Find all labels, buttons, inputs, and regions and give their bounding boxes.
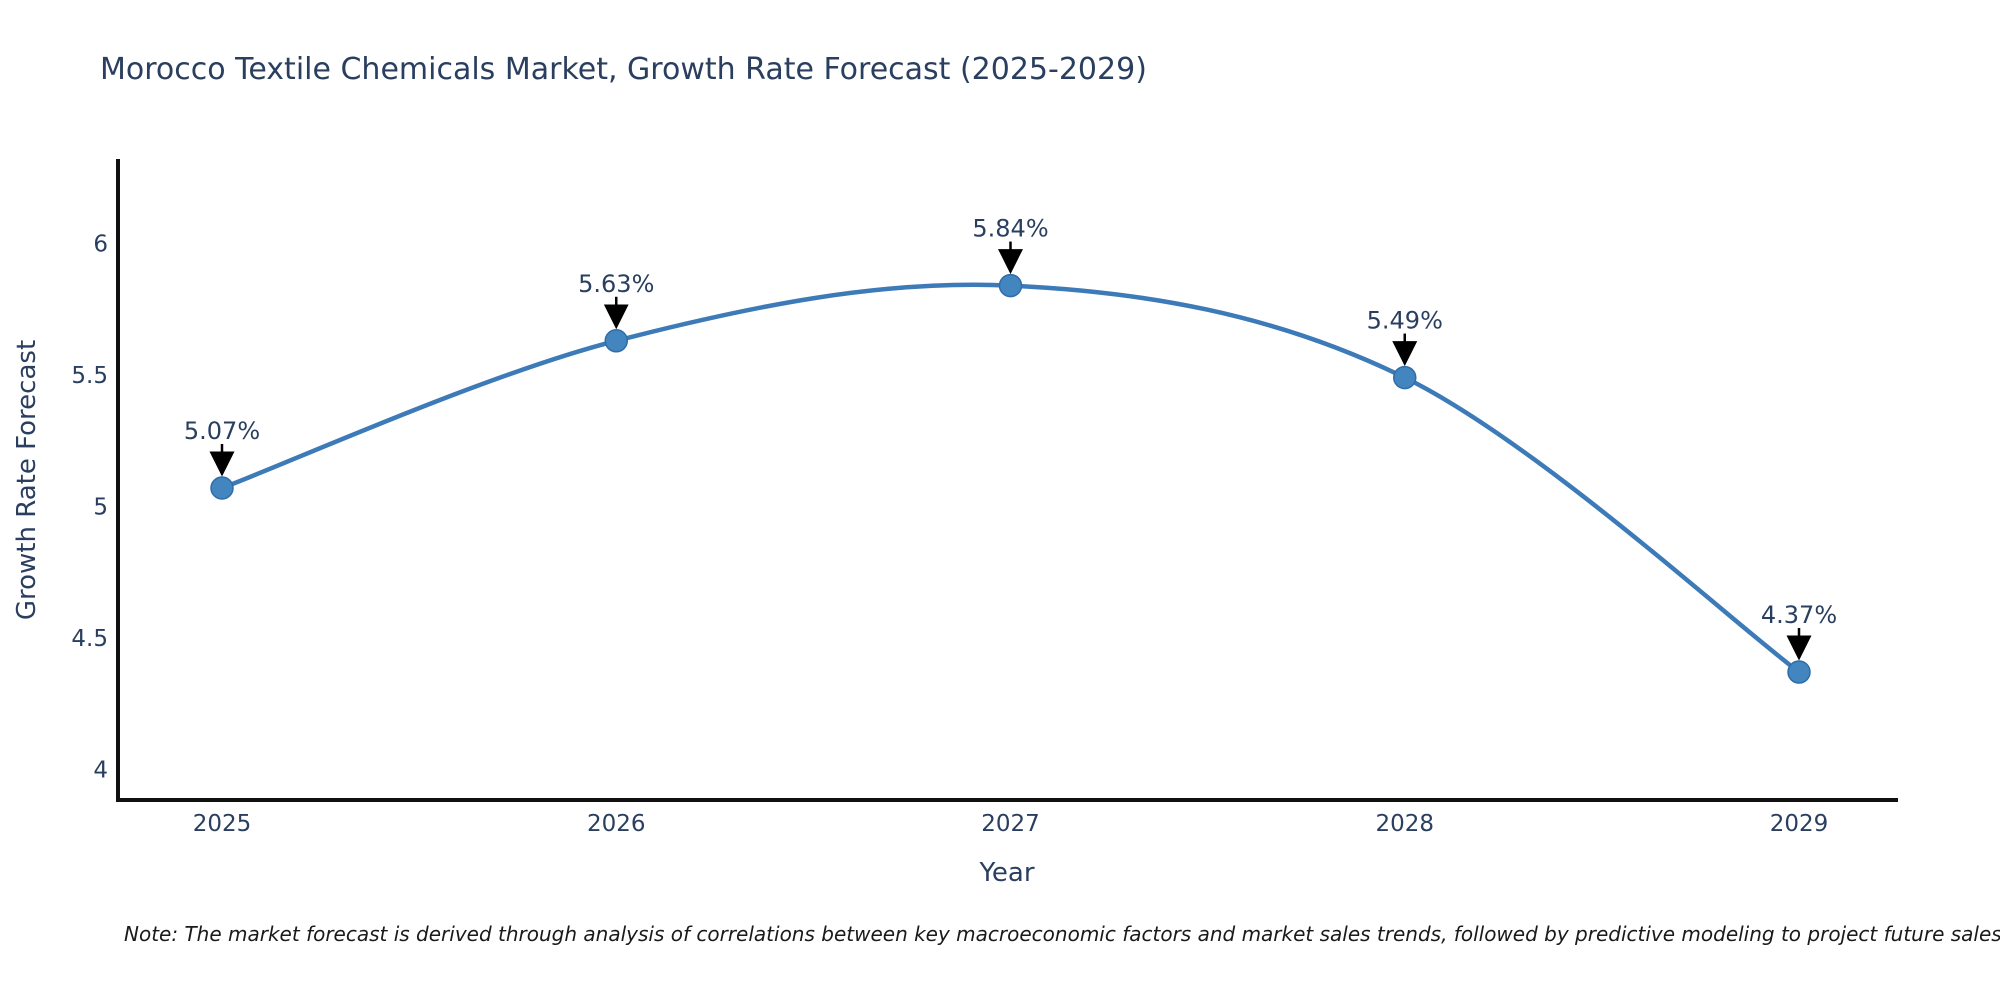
x-tick-label: 2029	[1770, 811, 1829, 837]
data-point-marker	[604, 329, 628, 353]
axis-spines	[116, 159, 1898, 802]
point-annotation-label: 5.49%	[1367, 307, 1443, 335]
x-tick-label: 2027	[981, 811, 1040, 837]
data-point-marker	[1787, 660, 1811, 684]
series-line	[219, 282, 1802, 675]
x-axis-title: Year	[979, 858, 1035, 888]
data-point-marker	[998, 273, 1023, 298]
y-tick-label: 5.5	[71, 363, 108, 389]
x-tick-label: 2026	[587, 811, 646, 837]
point-annotation-label: 5.07%	[184, 417, 260, 445]
x-tick-label: 2025	[193, 811, 252, 837]
chart-title: Morocco Textile Chemicals Market, Growth…	[100, 52, 1147, 87]
data-point-marker	[210, 476, 234, 500]
point-annotation-label: 5.84%	[972, 215, 1048, 243]
x-tick-label: 2028	[1375, 811, 1434, 837]
point-annotation-label: 4.37%	[1761, 601, 1837, 629]
y-tick-label: 5	[93, 494, 108, 520]
y-tick-label: 4	[93, 757, 108, 783]
footnote: Note: The market forecast is derived thr…	[124, 922, 2000, 946]
y-tick-label: 6	[93, 232, 108, 258]
y-axis-title: Growth Rate Forecast	[12, 339, 42, 621]
point-annotation-label: 5.63%	[578, 270, 654, 298]
y-tick-label: 4.5	[71, 626, 108, 652]
data-point-marker	[1393, 365, 1417, 390]
